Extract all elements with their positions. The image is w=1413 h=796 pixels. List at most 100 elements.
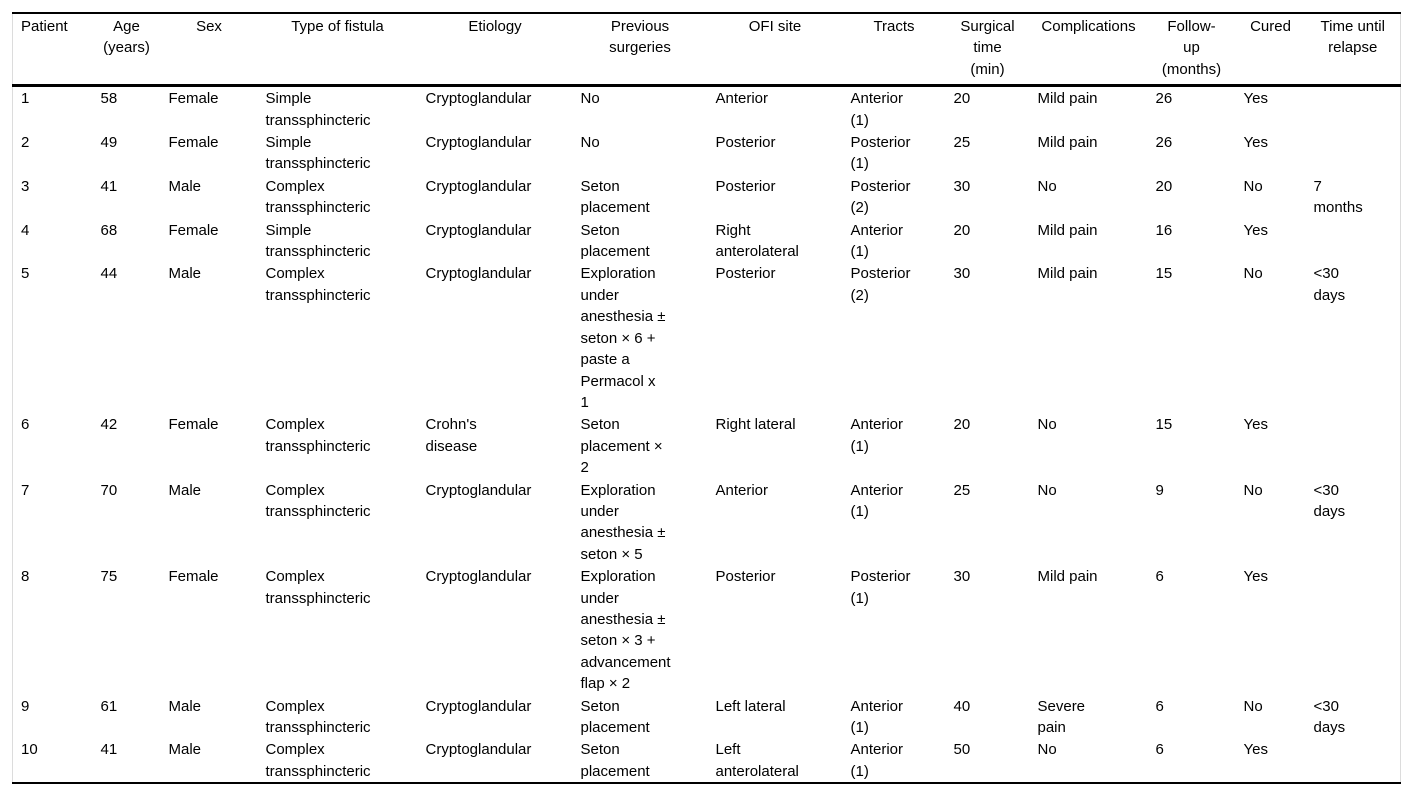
table-cell-ofi-site: Left lateral: [715, 697, 786, 715]
table-cell-type-of-fistula: Complex transsphincteric: [265, 697, 371, 736]
table-cell-patient: 9: [21, 697, 30, 715]
table-cell-age: 41: [100, 177, 118, 195]
table-cell-cured: Yes: [1243, 568, 1268, 586]
table-cell-follow-up: 6: [1155, 741, 1164, 759]
table-cell-time-until-relapse: <30 days: [1313, 697, 1346, 736]
table-cell-cured: Yes: [1243, 134, 1268, 152]
table-cell-type-of-fistula: Complex transsphincteric: [265, 568, 371, 607]
table-cell-type-of-fistula: Complex transsphincteric: [265, 741, 371, 780]
table-cell-complications: Mild pain: [1037, 568, 1098, 586]
table-cell-time-until-relapse: 7 months: [1313, 177, 1363, 217]
table-cell-tracts: Posterior (2): [850, 177, 911, 217]
table-cell-sex: Female: [168, 416, 219, 434]
table-cell-surgical-time: 20: [953, 416, 971, 434]
table-cell-tracts: Posterior (1): [850, 134, 911, 173]
table-cell-surgical-time: 25: [953, 481, 971, 499]
table-cell-complications: No: [1037, 416, 1057, 434]
table-cell-surgical-time: 40: [953, 697, 971, 715]
column-header-previous-surgeries: Previous surgeries: [572, 13, 708, 88]
table-cell-follow-up: 15: [1155, 416, 1173, 434]
table-cell-age: 75: [100, 568, 118, 586]
table-cell-surgical-time: 30: [953, 568, 971, 586]
table-cell-surgical-time: 20: [953, 221, 971, 239]
table-cell-patient: 2: [21, 134, 30, 152]
table-row: 3 41 Male Complex transsphincteric Cryptogla…: [13, 175, 1401, 219]
table-cell-cured: Yes: [1243, 221, 1268, 239]
table-cell-cured: No: [1243, 177, 1263, 195]
table-cell-time-until-relapse: [1306, 565, 1401, 694]
table-cell-etiology: Cryptoglandular: [425, 134, 532, 152]
table-cell-time-until-relapse: [1306, 413, 1401, 478]
table-cell-complications: Severe pain: [1037, 697, 1086, 736]
table-cell-follow-up: 6: [1155, 568, 1164, 586]
table-cell-ofi-site: Left anterolateral: [715, 741, 799, 780]
column-header-age: Age (years): [92, 13, 161, 88]
table-cell-tracts: Posterior (2): [850, 265, 911, 304]
table-row: 2 49 Female Simple transsphincteric Cryptogl…: [13, 131, 1401, 175]
table-cell-ofi-site: Anterior: [715, 90, 769, 108]
table-cell-patient: 5: [21, 265, 30, 283]
table-cell-sex: Female: [168, 134, 219, 152]
table-cell-previous-surgeries: Seton placement: [580, 741, 650, 780]
table-cell-time-until-relapse: [1306, 738, 1401, 783]
column-header-etiology: Etiology: [417, 13, 573, 88]
table-cell-cured: Yes: [1243, 741, 1268, 759]
table-cell-patient: 1: [21, 90, 30, 108]
table-cell-complications: No: [1037, 481, 1057, 499]
table-cell-tracts: Anterior (1): [850, 741, 904, 780]
table-cell-type-of-fistula: Simple transsphincteric: [265, 90, 371, 129]
header-row: Patient Age (years) Sex Type of fistula Etio…: [12, 13, 1401, 88]
table-cell-tracts: Anterior (1): [850, 90, 904, 129]
table-cell-previous-surgeries: No: [580, 134, 600, 152]
column-header-surgical-time: Surgical time (min): [945, 13, 1030, 88]
column-header-follow-up: Follow- up (months): [1147, 13, 1236, 88]
table-cell-etiology: Cryptoglandular: [425, 90, 532, 108]
table-cell-age: 61: [100, 697, 118, 715]
table-body: 1 58 Female Simple transsphincteric Cryptogl…: [13, 86, 1401, 784]
table-cell-etiology: Cryptoglandular: [425, 177, 532, 195]
table-cell-ofi-site: Posterior: [715, 568, 776, 586]
table-cell-patient: 8: [21, 568, 30, 586]
column-header-tracts: Tracts: [842, 13, 946, 88]
table-cell-follow-up: 15: [1155, 265, 1173, 283]
column-header-complications: Complications: [1029, 13, 1148, 88]
table-cell-follow-up: 20: [1155, 177, 1173, 195]
table-cell-ofi-site: Posterior: [715, 177, 776, 195]
table-cell-sex: Male: [168, 697, 202, 715]
table-cell-previous-surgeries: Seton placement: [580, 177, 650, 217]
table-cell-age: 49: [100, 134, 118, 152]
table-row: 9 61 Male Complex transsphincteric Cryptogla…: [13, 695, 1401, 739]
table-cell-previous-surgeries: Exploration under anesthesia ± seton × 5: [580, 481, 666, 563]
column-header-cured: Cured: [1235, 13, 1306, 88]
table-cell-ofi-site: Right anterolateral: [715, 221, 799, 261]
patient-outcomes-table: Patient Age (years) Sex Type of fistula Etio…: [12, 12, 1401, 785]
table-cell-sex: Female: [168, 90, 219, 108]
table-cell-cured: Yes: [1243, 90, 1268, 108]
table-cell-ofi-site: Right lateral: [715, 416, 796, 434]
table-row: 7 70 Male Complex transsphincteric Cryptogla…: [13, 479, 1401, 566]
table-cell-previous-surgeries: Seton placement: [580, 697, 650, 736]
table-cell-surgical-time: 30: [953, 177, 971, 195]
table-cell-type-of-fistula: Simple transsphincteric: [265, 221, 371, 261]
table-cell-complications: Mild pain: [1037, 134, 1098, 152]
table-cell-surgical-time: 25: [953, 134, 971, 152]
table-cell-sex: Female: [168, 221, 219, 239]
table-cell-time-until-relapse: <30 days: [1313, 265, 1346, 304]
table-cell-sex: Male: [168, 265, 202, 283]
table-cell-follow-up: 6: [1155, 697, 1164, 715]
table-cell-age: 68: [100, 221, 118, 239]
table-cell-surgical-time: 30: [953, 265, 971, 283]
table-cell-patient: 3: [21, 177, 30, 195]
table-cell-time-until-relapse: [1306, 86, 1401, 131]
table-cell-patient: 4: [21, 221, 30, 239]
table-row: 5 44 Male Complex transsphincteric Cryptogla…: [13, 262, 1401, 413]
table-cell-patient: 7: [21, 481, 30, 499]
table-cell-type-of-fistula: Complex transsphincteric: [265, 177, 371, 217]
table-cell-previous-surgeries: Exploration under anesthesia ± seton × 3…: [580, 568, 671, 693]
table-cell-patient: 6: [21, 416, 30, 434]
table-cell-etiology: Cryptoglandular: [425, 481, 532, 499]
table-cell-follow-up: 16: [1155, 221, 1173, 239]
table-cell-sex: Female: [168, 568, 219, 586]
table-cell-complications: Mild pain: [1037, 90, 1098, 108]
